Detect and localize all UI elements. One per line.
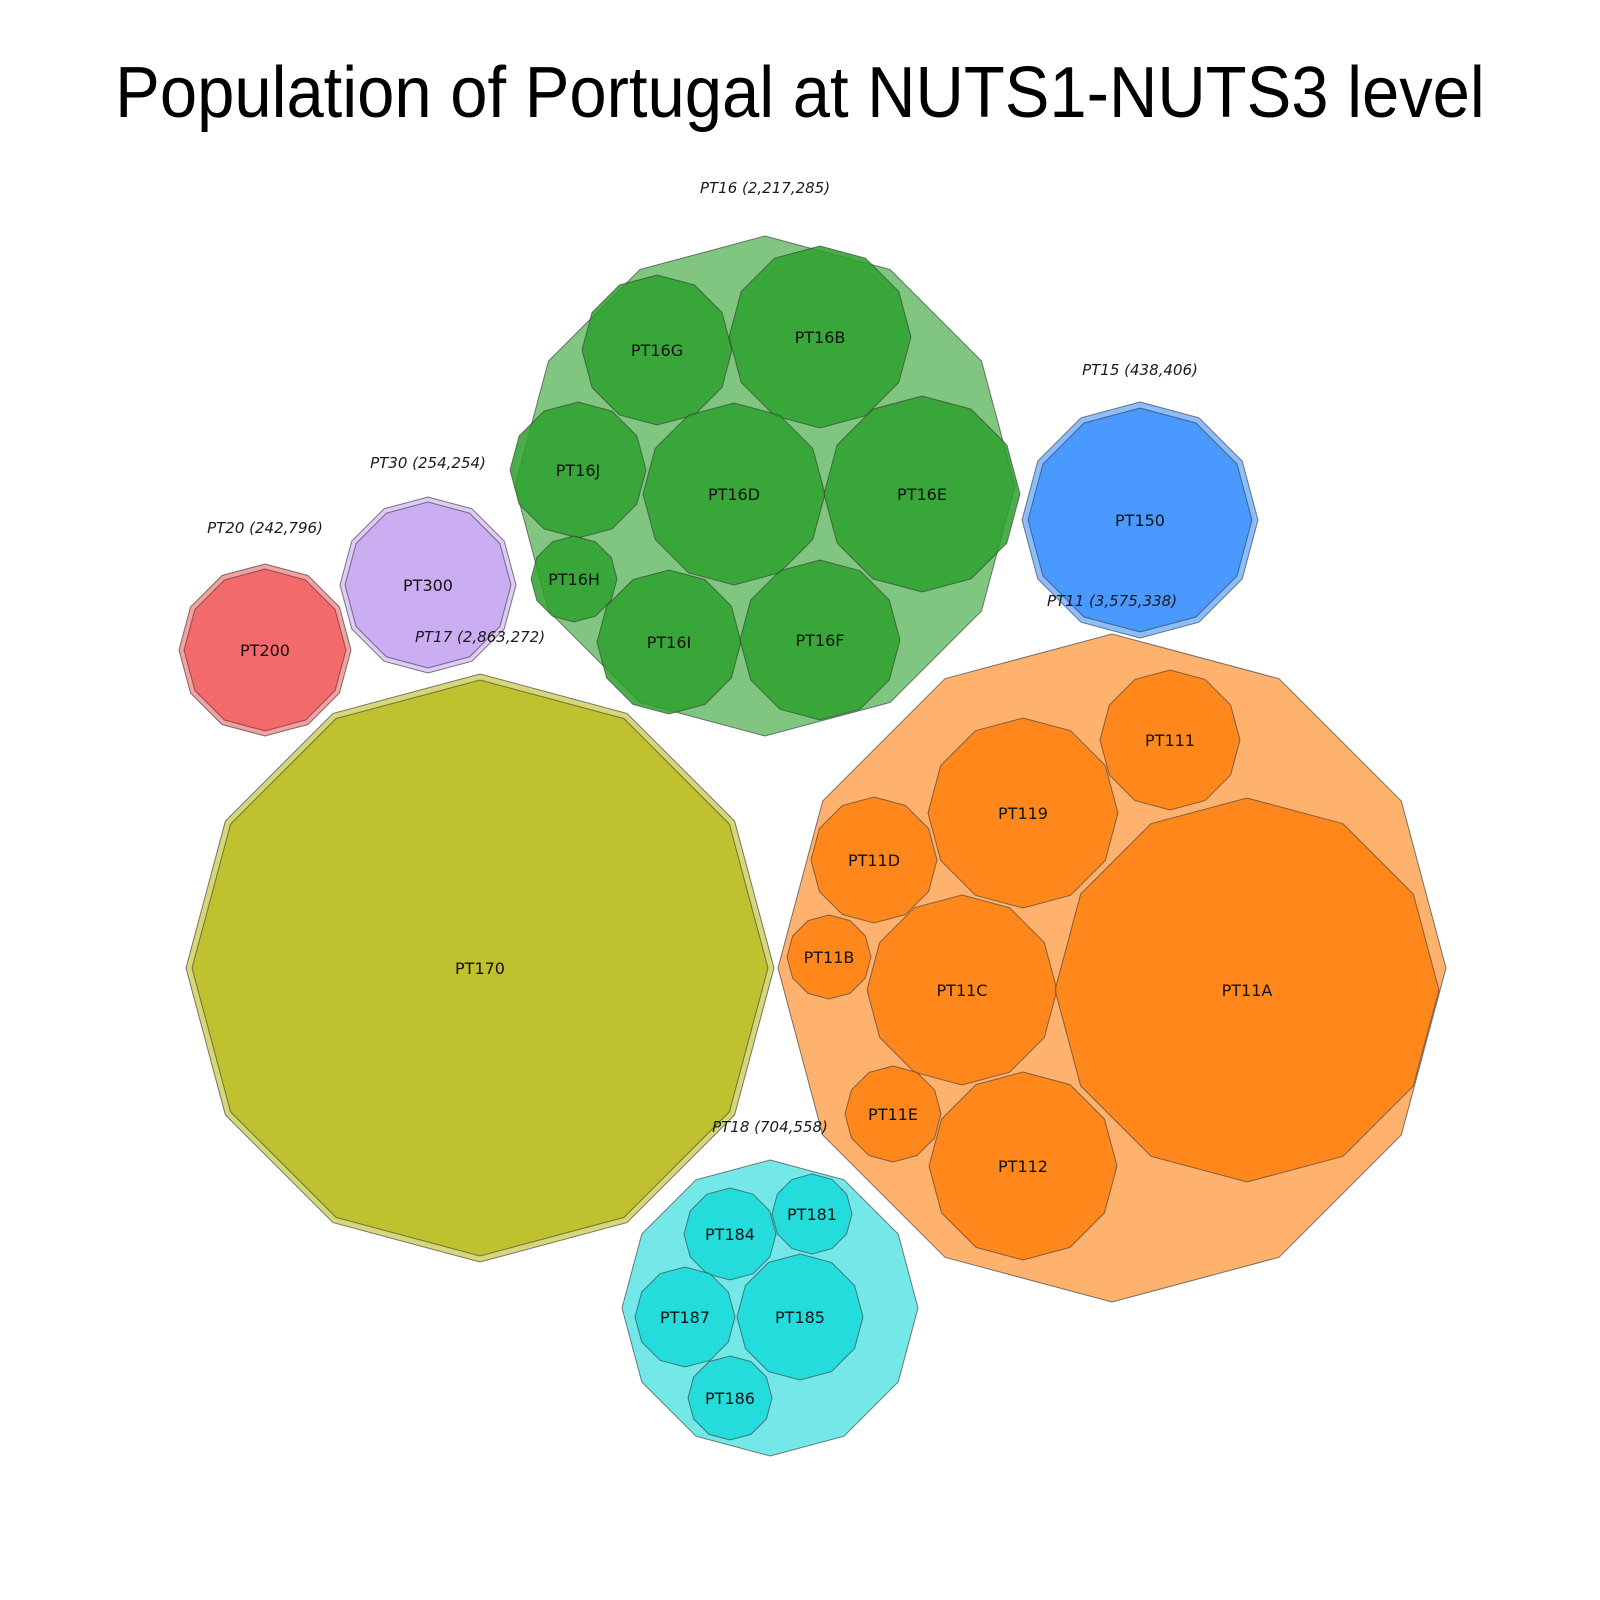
region-label-pt16d: PT16D xyxy=(708,485,760,504)
group-label-pt15: PT15 (438,406) xyxy=(1082,361,1198,379)
group-label-pt18: PT18 (704,558) xyxy=(712,1118,828,1136)
region-label-pt11a: PT11A xyxy=(1222,981,1273,1000)
region-bubble-pt150 xyxy=(1027,407,1253,633)
group-label-pt11: PT11 (3,575,338) xyxy=(1047,592,1177,610)
region-bubble-pt16b xyxy=(728,245,912,429)
region-bubble-pt16i xyxy=(596,569,742,715)
region-label-pt16f: PT16F xyxy=(796,631,845,650)
region-label-pt185: PT185 xyxy=(775,1308,825,1327)
region-label-pt181: PT181 xyxy=(787,1205,837,1224)
chart-title: Population of Portugal at NUTS1-NUTS3 le… xyxy=(115,53,1485,133)
region-label-pt16b: PT16B xyxy=(795,328,846,347)
region-label-pt111: PT111 xyxy=(1145,731,1195,750)
region-bubble-pt16d xyxy=(642,402,826,586)
region-label-pt16h: PT16H xyxy=(548,570,600,589)
region-bubble-pt200 xyxy=(183,568,347,732)
region-bubble-pt16e xyxy=(823,395,1021,593)
region-label-pt184: PT184 xyxy=(705,1225,755,1244)
region-label-pt16j: PT16J xyxy=(556,461,601,480)
region-label-pt112: PT112 xyxy=(998,1157,1048,1176)
region-bubble-pt112 xyxy=(928,1071,1118,1261)
region-bubble-pt119 xyxy=(927,717,1119,909)
region-bubble-pt11e xyxy=(844,1065,942,1163)
region-bubble-pt185 xyxy=(736,1253,864,1381)
region-bubble-pt170 xyxy=(191,679,769,1257)
region-label-pt11c: PT11C xyxy=(937,981,988,1000)
region-label-pt300: PT300 xyxy=(403,576,453,595)
region-label-pt16g: PT16G xyxy=(631,341,683,360)
region-label-pt11d: PT11D xyxy=(848,851,900,870)
region-label-pt119: PT119 xyxy=(998,804,1048,823)
region-label-pt187: PT187 xyxy=(660,1308,710,1327)
region-bubble-pt16f xyxy=(739,559,901,721)
region-label-pt200: PT200 xyxy=(240,641,290,660)
region-label-pt16i: PT16I xyxy=(647,633,692,652)
region-bubble-pt187 xyxy=(634,1266,736,1368)
group-label-pt30: PT30 (254,254) xyxy=(370,454,486,472)
region-label-pt150: PT150 xyxy=(1115,511,1165,530)
region-bubble-pt16h xyxy=(530,535,618,623)
region-label-pt170: PT170 xyxy=(455,959,505,978)
region-bubble-pt11a xyxy=(1054,797,1440,1183)
region-bubble-pt11d xyxy=(810,796,938,924)
region-bubble-pt184 xyxy=(683,1187,777,1281)
region-label-pt11e: PT11E xyxy=(868,1105,918,1124)
region-bubble-pt111 xyxy=(1099,669,1241,811)
region-bubble-pt300 xyxy=(344,501,512,669)
region-label-pt186: PT186 xyxy=(705,1389,755,1408)
region-bubble-pt16g xyxy=(581,274,733,426)
region-bubble-pt11c xyxy=(866,894,1058,1086)
region-bubble-pt11b xyxy=(786,914,872,1000)
region-bubble-pt181 xyxy=(771,1173,853,1255)
group-label-pt20: PT20 (242,796) xyxy=(207,519,323,537)
region-label-pt16e: PT16E xyxy=(897,485,947,504)
region-bubble-pt186 xyxy=(687,1355,773,1441)
region-label-pt11b: PT11B xyxy=(804,948,855,967)
group-label-pt16: PT16 (2,217,285) xyxy=(700,179,830,197)
group-label-pt17: PT17 (2,863,272) xyxy=(415,628,545,646)
